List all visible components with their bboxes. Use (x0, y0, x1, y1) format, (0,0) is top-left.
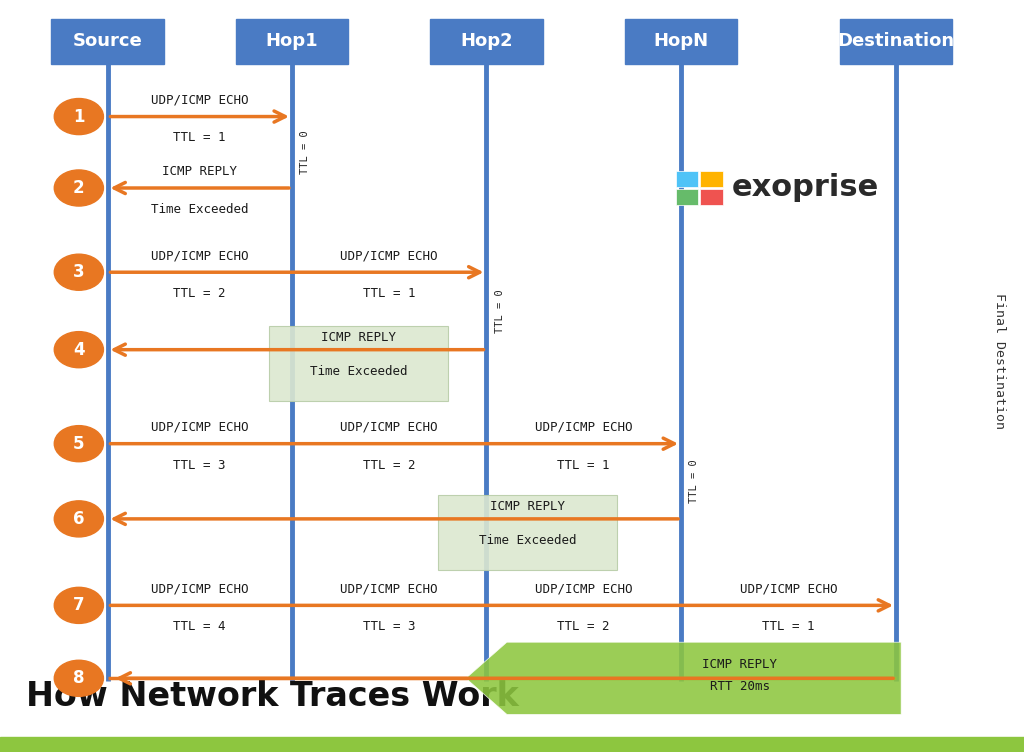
Text: TTL = 1: TTL = 1 (762, 620, 815, 633)
Text: Destination: Destination (838, 32, 954, 50)
Text: TTL = 1: TTL = 1 (173, 132, 226, 144)
Text: 3: 3 (73, 263, 85, 281)
Text: Time Exceeded: Time Exceeded (309, 365, 408, 378)
Text: 7: 7 (73, 596, 85, 614)
Text: Source: Source (73, 32, 142, 50)
FancyBboxPatch shape (438, 496, 616, 570)
FancyBboxPatch shape (268, 326, 449, 402)
Text: 5: 5 (73, 435, 85, 453)
Text: TTL = 0: TTL = 0 (689, 459, 699, 503)
Text: UDP/ICMP ECHO: UDP/ICMP ECHO (151, 421, 249, 434)
Circle shape (54, 170, 103, 206)
Text: UDP/ICMP ECHO: UDP/ICMP ECHO (340, 583, 438, 596)
Text: TTL = 0: TTL = 0 (300, 130, 310, 174)
Circle shape (54, 660, 103, 696)
Text: TTL = 2: TTL = 2 (173, 287, 226, 300)
FancyBboxPatch shape (676, 171, 698, 187)
FancyBboxPatch shape (676, 189, 698, 205)
Circle shape (54, 99, 103, 135)
Text: TTL = 0: TTL = 0 (495, 289, 505, 333)
Bar (0, 737, 1024, 752)
Circle shape (54, 254, 103, 290)
Text: UDP/ICMP ECHO: UDP/ICMP ECHO (340, 250, 438, 262)
Text: UDP/ICMP ECHO: UDP/ICMP ECHO (535, 421, 633, 434)
FancyBboxPatch shape (700, 189, 723, 205)
Text: ICMP REPLY: ICMP REPLY (489, 500, 565, 513)
Text: TTL = 4: TTL = 4 (173, 620, 226, 633)
Text: ICMP REPLY: ICMP REPLY (702, 658, 777, 671)
Text: 2: 2 (73, 179, 85, 197)
Text: UDP/ICMP ECHO: UDP/ICMP ECHO (535, 583, 633, 596)
Text: Final Destination: Final Destination (993, 293, 1006, 429)
Circle shape (54, 501, 103, 537)
Text: UDP/ICMP ECHO: UDP/ICMP ECHO (151, 94, 249, 107)
Circle shape (54, 426, 103, 462)
Text: TTL = 2: TTL = 2 (362, 459, 416, 472)
Text: 4: 4 (73, 341, 85, 359)
Text: TTL = 1: TTL = 1 (557, 459, 610, 472)
Text: 1: 1 (73, 108, 85, 126)
Text: exoprise: exoprise (732, 174, 880, 202)
Circle shape (54, 332, 103, 368)
Text: Time Exceeded: Time Exceeded (151, 203, 249, 216)
Text: UDP/ICMP ECHO: UDP/ICMP ECHO (739, 583, 838, 596)
Text: HopN: HopN (653, 32, 709, 50)
Text: How Network Traces Work: How Network Traces Work (26, 680, 518, 713)
Text: 6: 6 (73, 510, 85, 528)
FancyBboxPatch shape (236, 19, 348, 64)
Text: UDP/ICMP ECHO: UDP/ICMP ECHO (151, 250, 249, 262)
Text: TTL = 2: TTL = 2 (557, 620, 610, 633)
Text: 8: 8 (73, 669, 85, 687)
FancyBboxPatch shape (51, 19, 164, 64)
Text: Hop1: Hop1 (265, 32, 318, 50)
Polygon shape (466, 642, 901, 714)
Text: UDP/ICMP ECHO: UDP/ICMP ECHO (340, 421, 438, 434)
Text: RTT 20ms: RTT 20ms (710, 681, 770, 693)
Circle shape (54, 587, 103, 623)
Text: ICMP REPLY: ICMP REPLY (321, 331, 396, 344)
FancyBboxPatch shape (430, 19, 543, 64)
Text: ICMP REPLY: ICMP REPLY (162, 165, 238, 178)
Text: TTL = 3: TTL = 3 (173, 459, 226, 472)
Text: Hop2: Hop2 (460, 32, 513, 50)
FancyBboxPatch shape (625, 19, 737, 64)
FancyBboxPatch shape (700, 171, 723, 187)
Text: UDP/ICMP ECHO: UDP/ICMP ECHO (151, 583, 249, 596)
Text: TTL = 1: TTL = 1 (362, 287, 416, 300)
Text: TTL = 3: TTL = 3 (362, 620, 416, 633)
FancyBboxPatch shape (840, 19, 952, 64)
Text: Time Exceeded: Time Exceeded (478, 534, 577, 547)
